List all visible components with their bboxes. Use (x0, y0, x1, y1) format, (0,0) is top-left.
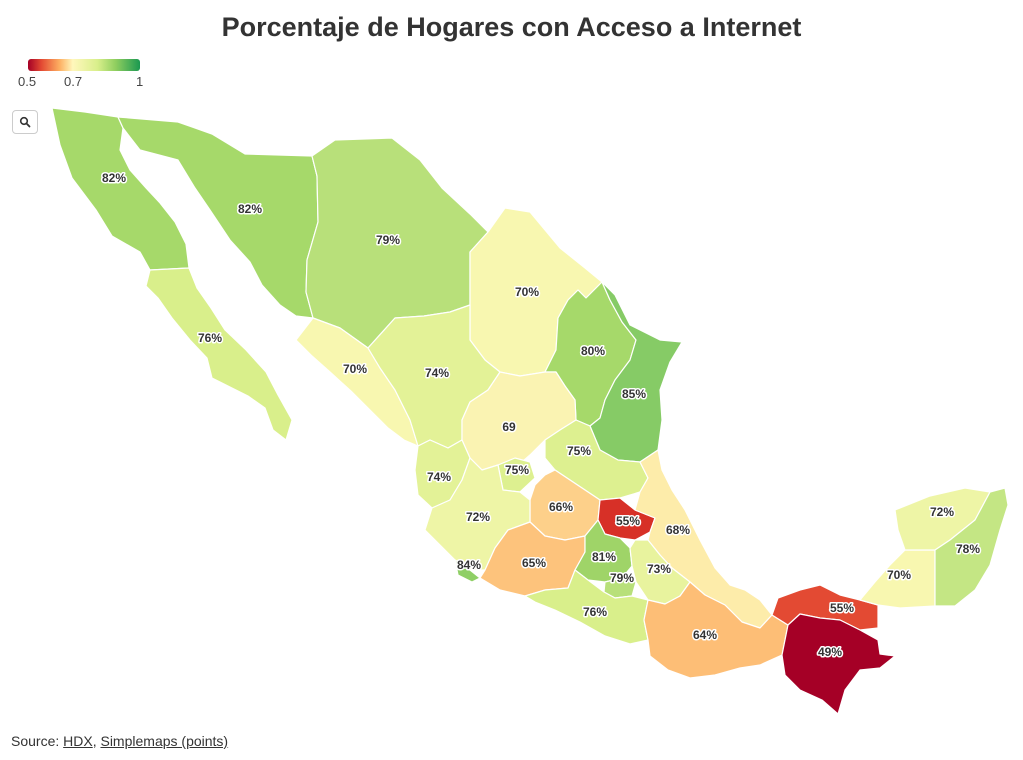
label-san-luis-potosi: 75% (567, 444, 591, 458)
label-quintana-roo: 78% (956, 542, 980, 556)
state-zacatecas[interactable] (461, 371, 577, 471)
label-oaxaca: 64% (693, 628, 717, 642)
label-baja-california: 82% (102, 171, 126, 185)
label-chiapas: 49% (818, 645, 842, 659)
label-jalisco: 72% (466, 510, 490, 524)
legend-tick-mid: 0.7 (64, 74, 83, 89)
label-mexico: 81% (592, 550, 616, 564)
source-separator: , (92, 733, 97, 749)
label-nayarit: 74% (427, 470, 451, 484)
search-icon (19, 116, 31, 128)
state-colima[interactable] (454, 559, 481, 583)
label-morelos: 79% (610, 571, 634, 585)
label-guerrero: 76% (583, 605, 607, 619)
label-yucatan: 72% (930, 505, 954, 519)
label-chihuahua: 79% (376, 233, 400, 247)
label-campeche: 70% (887, 568, 911, 582)
label-colima: 84% (457, 558, 481, 572)
label-hidalgo: 55% (616, 514, 640, 528)
label-tamaulipas: 85% (622, 387, 646, 401)
state-baja-california-sur[interactable] (145, 267, 293, 441)
label-coahuila: 70% (515, 285, 539, 299)
state-sonora[interactable] (117, 116, 319, 319)
zoom-button[interactable] (12, 110, 38, 134)
label-nuevo-leon: 80% (581, 344, 605, 358)
map-title: Porcentaje de Hogares con Acceso a Inter… (221, 12, 802, 42)
legend-tick-min: 0.5 (18, 74, 37, 89)
color-legend: 0.5 0.7 1 (18, 57, 148, 93)
source-link-hdx[interactable]: HDX (63, 733, 93, 749)
state-chiapas[interactable] (781, 613, 896, 715)
source-prefix: Source: (11, 733, 60, 749)
state-jalisco[interactable] (424, 457, 531, 571)
label-zacatecas: 69 (502, 420, 516, 434)
source-line: Source: HDX, Simplemaps (points) (11, 733, 228, 749)
legend-colorbar (28, 59, 140, 71)
label-guanajuato: 66% (549, 500, 573, 514)
source-link-simplemaps[interactable]: Simplemaps (points) (100, 733, 229, 749)
label-aguascalientes: 75% (505, 463, 529, 477)
label-baja-california-sur: 76% (198, 331, 222, 345)
label-durango: 74% (425, 366, 449, 380)
label-veracruz: 68% (666, 523, 690, 537)
state-quintana-roo[interactable] (934, 487, 1009, 607)
label-michoacan: 65% (522, 556, 546, 570)
label-sinaloa: 70% (343, 362, 367, 376)
legend-tick-max: 1 (136, 74, 144, 89)
label-tabasco: 55% (830, 601, 854, 615)
label-sonora: 82% (238, 202, 262, 216)
label-puebla: 73% (647, 562, 671, 576)
state-mexico[interactable] (574, 519, 633, 583)
